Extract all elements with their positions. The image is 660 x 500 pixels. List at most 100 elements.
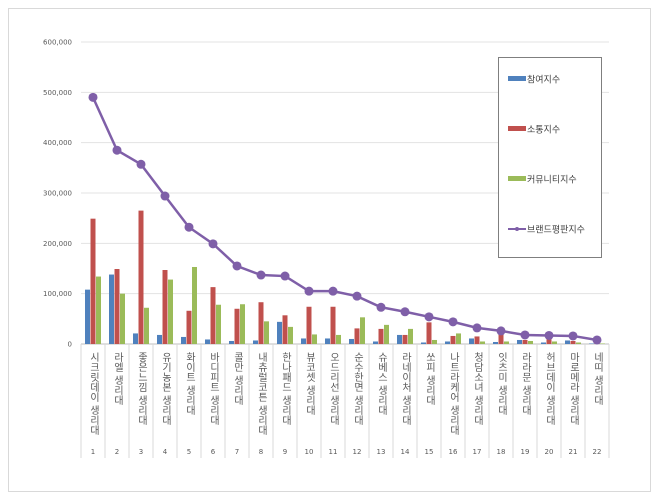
bar-2-20 — [576, 342, 581, 344]
bar-2-21 — [600, 343, 605, 344]
category-label: 화이트 생리대 — [184, 352, 196, 416]
bar-0-14 — [421, 342, 426, 344]
category-label: 슈베스 생리대 — [376, 352, 388, 416]
category-label: 라네이처 생리대 — [400, 352, 412, 426]
category-label: 시크릿데이 생리대 — [88, 352, 100, 436]
bar-1-8 — [282, 315, 288, 344]
bar-0-2 — [133, 333, 138, 344]
line-point-5 — [208, 239, 218, 249]
chart-frame — [8, 8, 651, 492]
category-number: 1 — [91, 448, 95, 456]
bar-0-8 — [277, 321, 282, 344]
bar-0-12 — [373, 341, 378, 344]
category-label: 마로메라 생리대 — [568, 352, 580, 426]
category-label: 좋은느낌 생리대 — [136, 352, 148, 426]
bar-0-6 — [229, 340, 234, 344]
bar-1-12 — [378, 328, 384, 344]
bar-2-2 — [144, 307, 149, 344]
bar-0-16 — [469, 338, 474, 344]
line-point-11 — [352, 291, 362, 301]
bar-0-3 — [157, 334, 162, 344]
bar-2-6 — [240, 304, 245, 344]
line-point-17 — [496, 326, 506, 336]
category-number: 10 — [305, 448, 314, 456]
bar-1-2 — [138, 210, 144, 344]
bar-1-7 — [258, 302, 264, 344]
category-number: 19 — [521, 448, 530, 456]
line-point-1 — [112, 145, 122, 155]
bar-2-3 — [168, 279, 173, 344]
category-number: 16 — [449, 448, 458, 456]
category-label: 오드리선 생리대 — [328, 352, 340, 426]
bar-1-20 — [570, 340, 576, 344]
bar-0-10 — [325, 338, 330, 344]
legend-swatch-1 — [508, 126, 526, 131]
category-label: 라라문 생리대 — [520, 352, 532, 416]
bar-1-18 — [522, 339, 528, 344]
category-label: 네띠 생리대 — [592, 352, 604, 406]
bar-2-7 — [264, 321, 269, 344]
y-tick-label: 600,000 — [43, 39, 72, 47]
bar-2-12 — [384, 324, 389, 344]
bar-0-20 — [565, 340, 570, 344]
bar-2-1 — [120, 293, 125, 344]
bar-0-5 — [205, 339, 210, 344]
line-point-16 — [472, 323, 482, 333]
line-point-20 — [568, 331, 578, 341]
line-series-3 — [91, 96, 598, 342]
category-label: 잇츠미 생리대 — [496, 352, 508, 416]
bar-1-9 — [306, 306, 312, 344]
category-number: 7 — [235, 448, 239, 456]
legend-swatch-2 — [508, 176, 526, 181]
y-tick-label: 400,000 — [43, 139, 72, 147]
y-tick-label: 500,000 — [43, 89, 72, 97]
category-label: 유기농본 생리대 — [160, 352, 172, 426]
category-label: 내츄럴코튼 생리대 — [256, 352, 268, 436]
category-label: 나트라케어 생리대 — [448, 352, 460, 436]
bar-2-13 — [408, 328, 413, 344]
line-point-10 — [328, 286, 338, 296]
legend-label: 커뮤니티지수 — [527, 175, 577, 186]
bar-1-19 — [546, 337, 552, 344]
category-number: 6 — [211, 448, 216, 456]
bar-2-17 — [504, 341, 509, 344]
bar-0-11 — [349, 338, 354, 344]
bar-2-0 — [96, 276, 101, 344]
category-number: 3 — [139, 448, 143, 456]
bar-1-3 — [162, 270, 168, 344]
bar-0-1 — [109, 274, 114, 344]
bar-2-5 — [216, 304, 221, 344]
category-label: 콜만 생리대 — [232, 352, 244, 406]
line-point-14 — [424, 312, 434, 322]
category-number: 11 — [329, 448, 338, 456]
line-point-4 — [184, 222, 194, 232]
bar-2-18 — [528, 340, 533, 344]
bar-1-14 — [426, 322, 432, 344]
legend-swatch-0 — [508, 76, 526, 81]
y-tick-label: 300,000 — [43, 190, 72, 198]
bar-0-15 — [445, 341, 450, 344]
line-point-8 — [280, 271, 290, 281]
category-number: 14 — [401, 448, 410, 456]
category-number: 13 — [377, 448, 386, 456]
bar-2-4 — [192, 266, 197, 344]
category-number: 15 — [425, 448, 434, 456]
category-number: 20 — [545, 448, 554, 456]
line-point-6 — [232, 261, 242, 271]
y-tick-label: 200,000 — [43, 240, 72, 248]
bar-0-0 — [85, 289, 90, 344]
legend-box — [498, 57, 602, 258]
line-point-0 — [88, 92, 98, 102]
legend-label: 브랜드평판지수 — [527, 225, 585, 236]
y-tick-label: 0 — [68, 341, 72, 349]
line-point-3 — [160, 191, 170, 201]
bar-1-16 — [474, 336, 480, 344]
line-point-19 — [544, 330, 554, 340]
category-number: 21 — [569, 448, 578, 456]
legend-marker-3 — [515, 227, 519, 231]
bar-1-5 — [210, 287, 216, 344]
bar-2-8 — [288, 326, 293, 344]
line-point-9 — [304, 286, 314, 296]
category-label: 한나패드 생리대 — [280, 352, 292, 426]
line-point-21 — [592, 335, 602, 345]
